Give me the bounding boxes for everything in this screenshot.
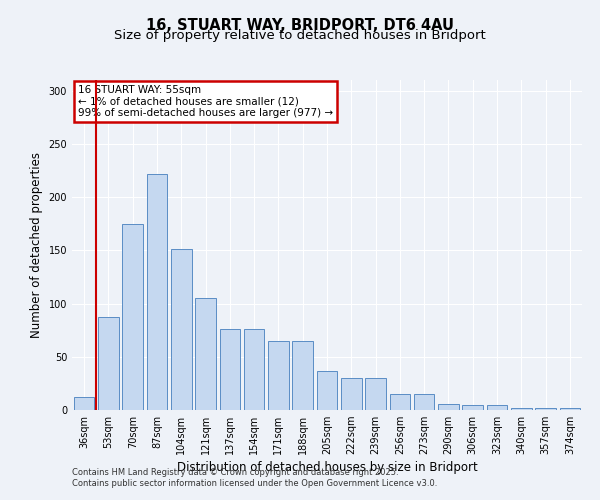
Bar xyxy=(365,378,386,410)
Bar xyxy=(268,341,289,410)
Y-axis label: Number of detached properties: Number of detached properties xyxy=(30,152,43,338)
Bar xyxy=(389,394,410,410)
Text: 16, STUART WAY, BRIDPORT, DT6 4AU: 16, STUART WAY, BRIDPORT, DT6 4AU xyxy=(146,18,454,32)
Bar xyxy=(122,224,143,410)
Bar xyxy=(560,408,580,410)
Bar xyxy=(171,250,191,410)
Bar xyxy=(438,404,459,410)
Bar xyxy=(244,329,265,410)
Bar xyxy=(317,370,337,410)
Bar xyxy=(292,341,313,410)
Bar xyxy=(463,404,483,410)
Bar xyxy=(414,394,434,410)
Bar xyxy=(146,174,167,410)
Bar xyxy=(220,329,240,410)
Bar xyxy=(195,298,216,410)
Bar xyxy=(98,318,119,410)
Text: Size of property relative to detached houses in Bridport: Size of property relative to detached ho… xyxy=(114,29,486,42)
Bar xyxy=(341,378,362,410)
Bar xyxy=(487,404,508,410)
Text: Contains HM Land Registry data © Crown copyright and database right 2025.
Contai: Contains HM Land Registry data © Crown c… xyxy=(72,468,437,487)
Bar xyxy=(74,397,94,410)
Bar xyxy=(535,408,556,410)
Bar xyxy=(511,408,532,410)
Text: 16 STUART WAY: 55sqm
← 1% of detached houses are smaller (12)
99% of semi-detach: 16 STUART WAY: 55sqm ← 1% of detached ho… xyxy=(78,85,333,118)
X-axis label: Distribution of detached houses by size in Bridport: Distribution of detached houses by size … xyxy=(176,462,478,474)
